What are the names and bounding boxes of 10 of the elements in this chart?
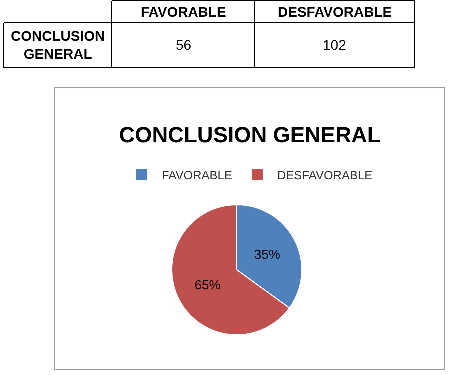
category-label: CONCLUSION GENERAL bbox=[11, 28, 106, 62]
category-label: FAVORABLE bbox=[141, 4, 226, 20]
chart-title: CONCLUSION GENERAL bbox=[119, 122, 381, 148]
data-label: 56 bbox=[176, 37, 192, 53]
legend-label: DESFAVORABLE bbox=[277, 168, 373, 183]
data-label: 65% bbox=[194, 277, 222, 292]
data-label: 102 bbox=[323, 37, 347, 53]
legend-label: FAVORABLE bbox=[162, 168, 232, 183]
data-label: 35% bbox=[254, 246, 281, 262]
category-label: DESFAVORABLE bbox=[278, 4, 392, 20]
